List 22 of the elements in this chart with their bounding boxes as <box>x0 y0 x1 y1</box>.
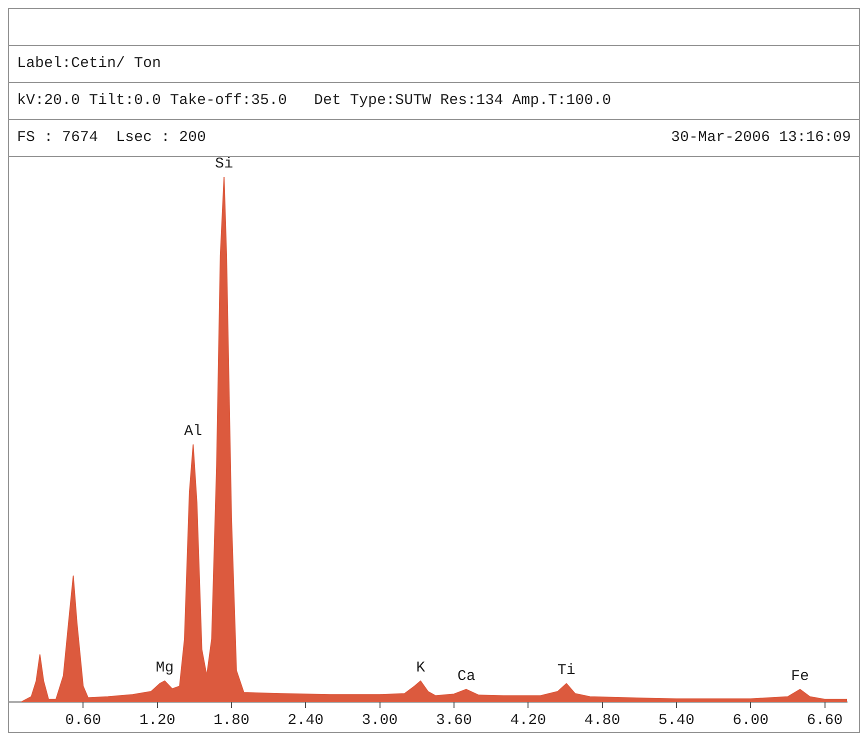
annotation: Si <box>215 155 234 172</box>
chart-title: Label:Cetin/ Ton <box>9 46 859 83</box>
annotation: Al <box>184 423 202 440</box>
x-tick-label: 2.40 <box>288 712 324 729</box>
annotation: Ti <box>557 662 576 680</box>
text: 30-Mar-2006 13:16:09 <box>670 128 851 148</box>
text: FS : 7674 Lsec : 200 <box>17 128 206 148</box>
x-tick-label: 3.00 <box>362 712 398 729</box>
annotation: Fe <box>791 668 810 685</box>
x-tick-label: 6.60 <box>806 712 843 729</box>
x-tick-label: 5.40 <box>658 712 694 729</box>
annotation: Mg <box>156 659 174 676</box>
x-tick-label: 6.00 <box>732 712 769 729</box>
annotation: Ca <box>457 668 476 685</box>
x-tick-label: 4.80 <box>584 712 620 729</box>
x-tick-label: 3.60 <box>436 712 472 729</box>
x-tick-label: 1.80 <box>213 712 250 729</box>
annotation: K <box>416 659 426 676</box>
x-tick-label: 0.60 <box>65 712 102 729</box>
text: kV:20.0 Tilt:0.0 Take-off:35.0 Det Type:SUTW Res:134 Amp.T:100.0 <box>9 83 859 120</box>
x-tick-label: 1.20 <box>139 712 176 729</box>
x-tick-label: 4.20 <box>510 712 546 729</box>
